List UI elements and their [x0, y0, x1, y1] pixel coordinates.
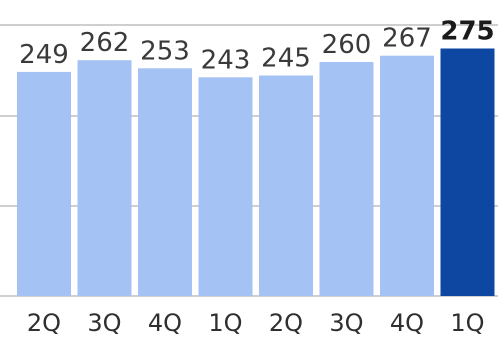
x-tick-label: 1Q	[208, 309, 242, 337]
value-label: 267	[382, 24, 432, 54]
value-label: 262	[80, 28, 130, 58]
value-label: 260	[322, 30, 372, 60]
value-label: 243	[201, 45, 251, 75]
x-tick-label: 3Q	[87, 309, 121, 337]
x-tick-label: 4Q	[148, 309, 182, 337]
x-tick-label: 2Q	[269, 309, 303, 337]
x-tick-label: 3Q	[329, 309, 363, 337]
x-tick-label: 4Q	[390, 309, 424, 337]
bar-4q-3	[138, 68, 192, 296]
x-tick-label: 2Q	[27, 309, 61, 337]
bar-2q-5	[259, 75, 313, 296]
value-label: 249	[19, 40, 69, 70]
value-label: 275	[440, 17, 494, 47]
x-axis-tick-labels: 2Q 3Q 4Q 1Q 2Q 3Q 4Q 1Q	[27, 309, 485, 337]
bar-1q-4	[198, 77, 253, 296]
value-label: 253	[140, 36, 190, 66]
value-labels: 249 262 253 243 245 260 267 275	[19, 17, 494, 76]
bar-4q-7	[380, 55, 434, 297]
bar-3q-6	[319, 62, 374, 296]
value-label: 245	[261, 44, 311, 74]
bars	[17, 48, 495, 297]
bar-1q-8	[440, 48, 495, 296]
bar-2q-1	[17, 71, 71, 297]
x-tick-label: 1Q	[450, 309, 484, 337]
bar-3q-2	[77, 60, 132, 297]
